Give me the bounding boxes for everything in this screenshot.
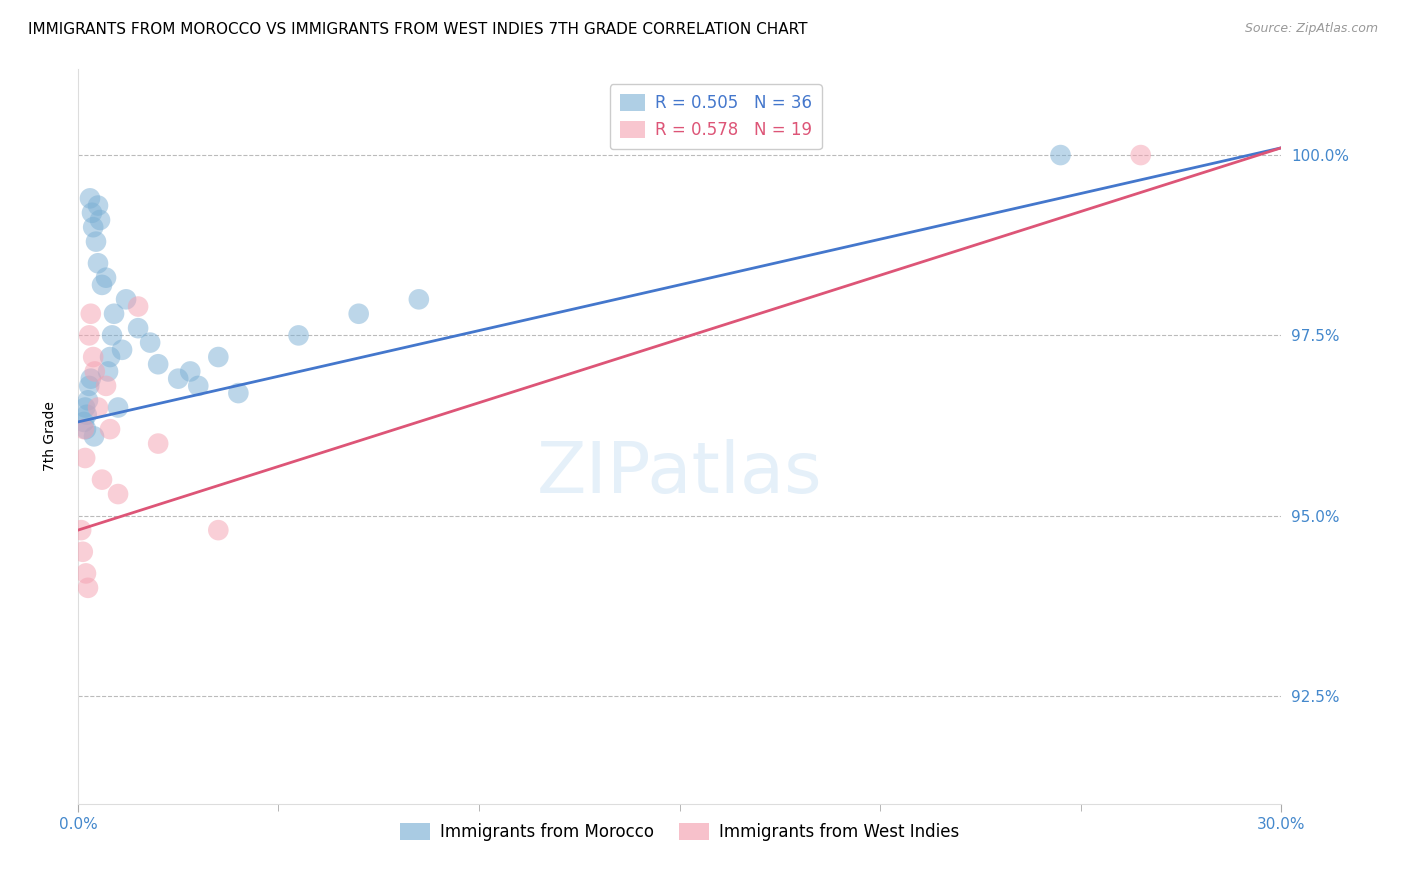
- Point: [70, 523, 93, 537]
- Point: [111, 343, 134, 357]
- Point: [82, 220, 104, 235]
- Point: [167, 372, 190, 386]
- Point: [187, 379, 209, 393]
- Point: [146, 436, 169, 450]
- Point: [75, 450, 97, 465]
- Point: [127, 321, 149, 335]
- Point: [73, 422, 96, 436]
- Text: Source: ZipAtlas.com: Source: ZipAtlas.com: [1244, 22, 1378, 36]
- Point: [1129, 148, 1152, 162]
- Text: ZIPatlas: ZIPatlas: [537, 439, 823, 508]
- Point: [91, 277, 114, 292]
- Point: [91, 473, 114, 487]
- Point: [77, 581, 100, 595]
- Point: [146, 357, 169, 371]
- Point: [75, 401, 97, 415]
- Point: [207, 350, 229, 364]
- Point: [72, 545, 94, 559]
- Point: [115, 293, 138, 307]
- Point: [101, 328, 124, 343]
- Point: [139, 335, 162, 350]
- Point: [179, 364, 201, 378]
- Point: [87, 256, 110, 270]
- Point: [207, 523, 229, 537]
- Legend: R = 0.505   N = 36, R = 0.578   N = 19: R = 0.505 N = 36, R = 0.578 N = 19: [610, 84, 821, 149]
- Text: IMMIGRANTS FROM MOROCCO VS IMMIGRANTS FROM WEST INDIES 7TH GRADE CORRELATION CHA: IMMIGRANTS FROM MOROCCO VS IMMIGRANTS FR…: [28, 22, 807, 37]
- Point: [228, 386, 250, 401]
- Point: [77, 328, 100, 343]
- Point: [75, 422, 97, 436]
- Point: [77, 393, 100, 408]
- Point: [80, 206, 103, 220]
- Point: [1049, 148, 1071, 162]
- Point: [73, 415, 96, 429]
- Point: [98, 422, 121, 436]
- Point: [82, 350, 104, 364]
- Point: [87, 198, 110, 212]
- Point: [80, 307, 103, 321]
- Point: [97, 364, 120, 378]
- Y-axis label: 7th Grade: 7th Grade: [44, 401, 58, 471]
- Point: [103, 307, 125, 321]
- Point: [347, 307, 370, 321]
- Point: [83, 364, 105, 378]
- Point: [83, 429, 105, 443]
- Point: [98, 350, 121, 364]
- Point: [287, 328, 309, 343]
- Point: [75, 566, 97, 581]
- Point: [107, 401, 129, 415]
- Point: [408, 293, 430, 307]
- Point: [94, 379, 117, 393]
- Point: [80, 372, 103, 386]
- Point: [107, 487, 129, 501]
- Point: [89, 213, 111, 227]
- Point: [94, 270, 117, 285]
- Point: [76, 408, 98, 422]
- Point: [77, 379, 100, 393]
- Point: [79, 191, 101, 205]
- Point: [127, 300, 149, 314]
- Point: [84, 235, 107, 249]
- Point: [87, 401, 110, 415]
